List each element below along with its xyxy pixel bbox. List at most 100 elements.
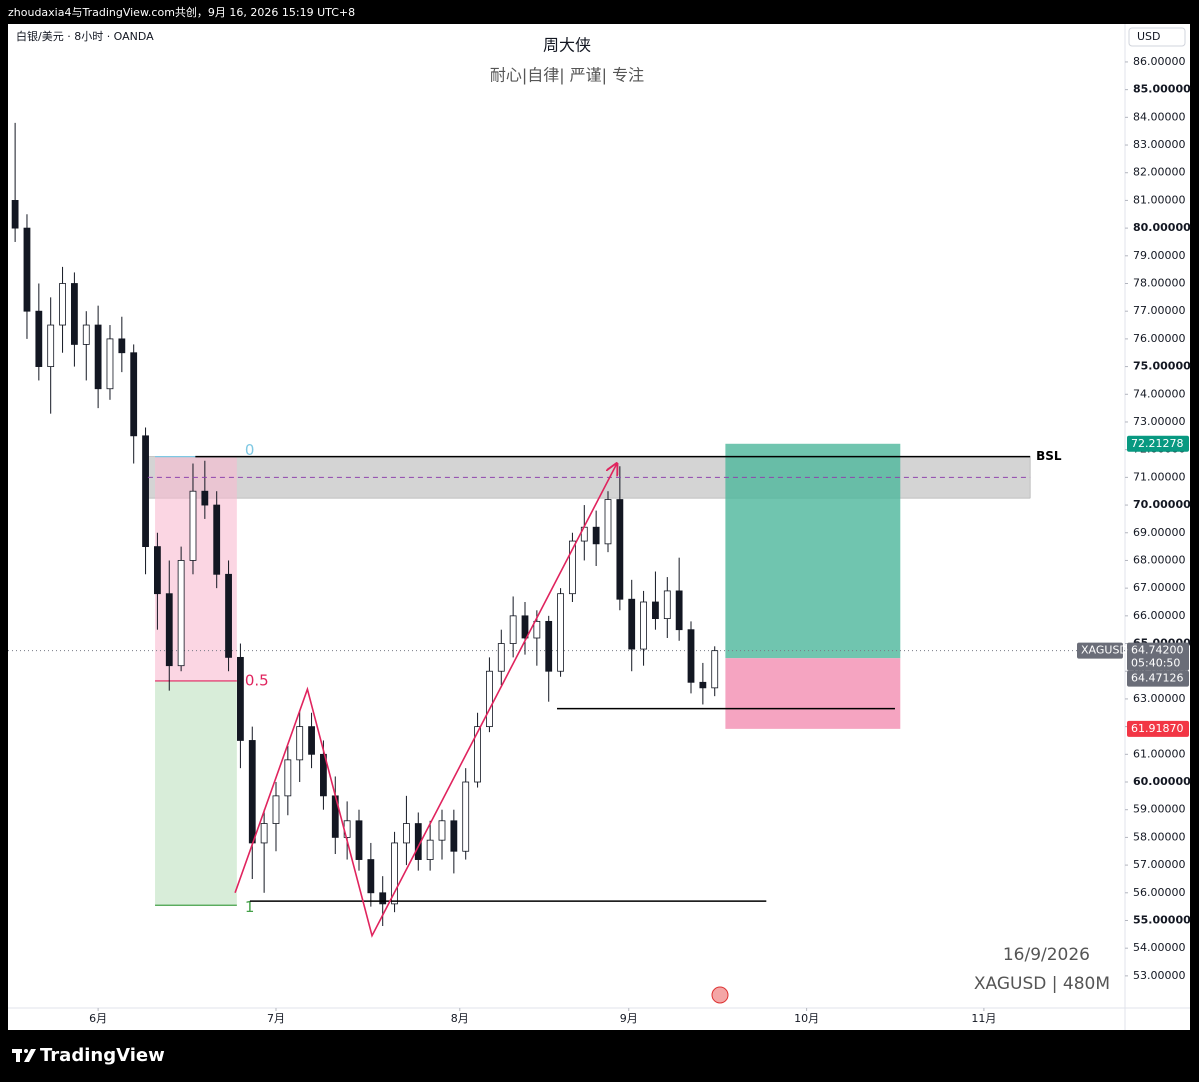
candle-body (225, 573, 232, 658)
y-tick-label: 80.00000 (1133, 221, 1191, 234)
symbol-info: 白银/美元 · 8小时 · OANDA (16, 29, 154, 43)
candle-body (272, 795, 280, 824)
y-tick-label: 76.00000 (1133, 332, 1186, 345)
candle-body (592, 526, 600, 545)
candle-body (675, 590, 683, 631)
symbol-tag-label: XAGUSD (1081, 644, 1128, 657)
position-target-zone (725, 443, 901, 659)
y-tick-label: 55.00000 (1133, 913, 1191, 926)
price-label-box (1127, 720, 1189, 737)
y-tick-label: 61.00000 (1133, 747, 1186, 760)
candle-body (604, 499, 612, 545)
candle-body (23, 227, 31, 312)
candle-body (628, 598, 636, 650)
bsl-label: BSL (1036, 449, 1062, 463)
price-label: 61.91870 (1131, 722, 1184, 735)
position-stop-zone (725, 658, 901, 729)
candle-body (687, 629, 695, 683)
price-label: 72.21278 (1131, 437, 1184, 450)
y-tick-label: 53.00000 (1133, 969, 1186, 982)
candle-body (284, 759, 292, 797)
candle-body (11, 200, 19, 229)
x-tick-label: 8月 (451, 1012, 469, 1025)
y-tick-label: 57.00000 (1133, 858, 1186, 871)
last-price-box (1127, 642, 1189, 671)
y-tick-label: 66.00000 (1133, 609, 1186, 622)
candle-body (201, 490, 209, 506)
currency-button[interactable] (1128, 27, 1186, 47)
candle-body (248, 740, 256, 844)
candle-body (521, 615, 529, 639)
last-price-label: 64.74200 (1131, 644, 1184, 657)
candle-body (711, 650, 719, 689)
candle-body (616, 499, 624, 600)
y-tick-label: 63.00000 (1133, 692, 1186, 705)
y-tick-label: 69.00000 (1133, 526, 1186, 539)
candle-body (355, 820, 363, 860)
candle-body (640, 601, 647, 650)
event-icon[interactable] (711, 986, 729, 1004)
fib-level-label: 0 (245, 441, 255, 459)
chart-subtitle: 耐心|自律| 严谨| 专注 (490, 66, 644, 85)
y-tick-label: 71.00000 (1133, 470, 1186, 483)
candle-body (213, 504, 221, 575)
candle-body (154, 546, 161, 595)
watermark-date: 16/9/2026 (1003, 945, 1090, 965)
brand-logo (12, 1049, 36, 1062)
candle-body (118, 338, 126, 354)
candle-body (177, 560, 185, 667)
candle-body (106, 338, 114, 390)
candle-body (142, 435, 149, 548)
y-tick-label: 58.00000 (1133, 830, 1186, 843)
candle-body (296, 726, 304, 761)
candle-body (545, 620, 553, 672)
y-tick-label: 77.00000 (1133, 304, 1186, 317)
y-tick-label: 59.00000 (1133, 803, 1186, 816)
attribution: zhoudaxia4与TradingView.com共创，9月 16, 2026… (8, 6, 355, 19)
candle-body (237, 656, 244, 741)
x-tick-label: 7月 (267, 1012, 285, 1025)
y-tick-label: 60.00000 (1133, 775, 1191, 788)
price-label-box (1127, 670, 1189, 687)
candle-body (486, 670, 493, 728)
y-tick-label: 79.00000 (1133, 249, 1186, 262)
candle-body (130, 352, 138, 437)
candle-body (426, 839, 434, 860)
x-tick-label: 6月 (89, 1012, 107, 1025)
candle-body (462, 781, 470, 852)
candle-body (379, 892, 387, 905)
y-tick-label: 84.00000 (1133, 110, 1186, 123)
zigzag-path (234, 464, 617, 938)
candle-body (367, 859, 375, 894)
y-tick-label: 75.00000 (1133, 360, 1191, 373)
y-tick-label: 81.00000 (1133, 193, 1186, 206)
candle-body (94, 324, 102, 390)
candle-body (47, 324, 55, 367)
y-tick-label: 83.00000 (1133, 138, 1186, 151)
candle-body (450, 820, 458, 852)
y-tick-label: 73.00000 (1133, 415, 1186, 428)
fib-level-label: 0.5 (245, 671, 269, 689)
y-tick-label: 78.00000 (1133, 277, 1186, 290)
candle-body (260, 823, 268, 844)
candle-body (308, 726, 315, 755)
countdown-label: 05:40:50 (1131, 657, 1180, 670)
candle-body (391, 842, 398, 905)
symbol-tag (1077, 642, 1123, 659)
y-tick-label: 85.00000 (1133, 83, 1191, 96)
y-tick-label: 67.00000 (1133, 581, 1186, 594)
price-label: 64.47126 (1131, 672, 1184, 685)
fib-lower-zone (155, 680, 237, 906)
x-tick-label: 9月 (620, 1012, 638, 1025)
candle-body (165, 593, 173, 667)
candle-body (557, 593, 564, 672)
brand-name: TradingView (40, 1045, 165, 1066)
currency-label[interactable]: USD (1137, 30, 1161, 43)
candle-body (82, 324, 90, 345)
candle-body (663, 590, 671, 620)
candle-body (509, 615, 517, 644)
y-tick-label: 82.00000 (1133, 166, 1186, 179)
x-tick-label: 11月 (971, 1012, 996, 1025)
candle-body (569, 540, 576, 595)
